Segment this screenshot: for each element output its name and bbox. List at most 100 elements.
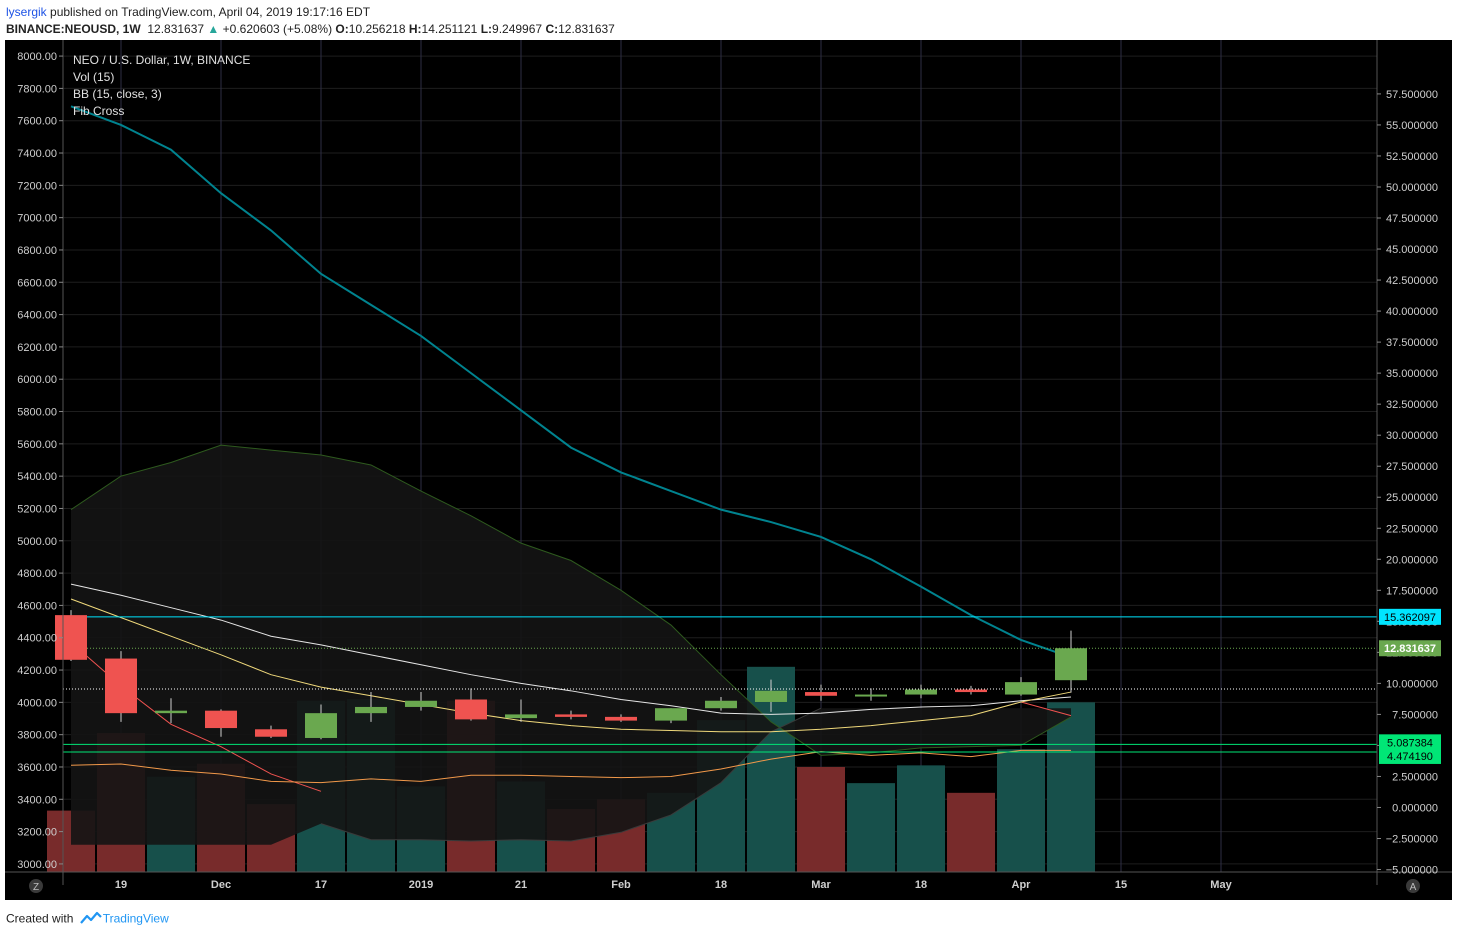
- left-axis-tick-label: 6400.00: [17, 310, 57, 322]
- candle-body: [605, 716, 637, 721]
- right-axis-tick-label: 25.000000: [1386, 492, 1438, 504]
- left-axis-tick-label: 6800.00: [17, 245, 57, 257]
- volume-bar: [947, 792, 995, 872]
- scale-badge-left[interactable]: Z: [29, 879, 43, 893]
- candle-body: [155, 710, 187, 714]
- right-axis-tick-label: 2.500000: [1392, 771, 1438, 783]
- tradingview-brand-link[interactable]: TradingView: [102, 911, 169, 926]
- candle-body: [355, 706, 387, 714]
- series-line-bb-upper: [70, 444, 1072, 756]
- legend-bb[interactable]: BB (15, close, 3): [73, 87, 162, 101]
- left-axis-tick-label: 3000.00: [17, 859, 57, 871]
- series-line-teal-ma: [70, 105, 1072, 659]
- candles-layer: [55, 610, 1087, 740]
- ohlc-header: BINANCE:NEOUSD, 1W 12.831637 ▲ +0.620603…: [6, 22, 615, 36]
- candle-body: [255, 729, 287, 737]
- right-axis-tick-label: 17.500000: [1386, 585, 1438, 597]
- candle-body: [405, 700, 437, 707]
- left-axis-tick-label: 6600.00: [17, 277, 57, 289]
- x-axis-label: May: [1210, 879, 1232, 891]
- candle-body: [455, 699, 487, 720]
- right-axis-tick-label: 50.000000: [1386, 182, 1438, 194]
- x-axis-label: Dec: [211, 879, 231, 891]
- right-axis-tick-label: 55.000000: [1386, 120, 1438, 132]
- left-axis-tick-label: 3400.00: [17, 794, 57, 806]
- left-axis-tick-label: 4000.00: [17, 697, 57, 709]
- candle-body: [1055, 648, 1087, 681]
- right-axis-tick-label: 0.000000: [1392, 802, 1438, 814]
- open-label: O:: [335, 22, 349, 36]
- x-axis-label: Feb: [611, 879, 631, 891]
- right-axis-tick-label: 30.000000: [1386, 430, 1438, 442]
- left-axis-tick-label: 5400.00: [17, 471, 57, 483]
- right-axis-tick-label: 7.500000: [1392, 709, 1438, 721]
- left-axis-tick-label: 6200.00: [17, 342, 57, 354]
- footer: Created with TradingView: [6, 911, 169, 928]
- left-axis-tick-label: 3800.00: [17, 730, 57, 742]
- high-value: 14.251121: [421, 22, 478, 36]
- price-level-badge-label: 4.474190: [1387, 751, 1433, 763]
- author-link[interactable]: lysergik: [6, 5, 47, 19]
- x-axis-label: 21: [515, 879, 527, 891]
- scale-badge-right-circle[interactable]: [1406, 879, 1420, 893]
- symbol-label: BINANCE:NEOUSD, 1W: [6, 22, 141, 36]
- left-axis-tick-label: 3200.00: [17, 827, 57, 839]
- candle-body: [755, 690, 787, 702]
- right-axis-tick-label: 47.500000: [1386, 213, 1438, 225]
- x-axis-label: 19: [115, 879, 127, 891]
- price-change: +0.620603 (+5.08%): [222, 22, 333, 36]
- left-axis-tick-label: 5800.00: [17, 407, 57, 419]
- x-axis-label: 15: [1115, 879, 1127, 891]
- volume-bar: [997, 749, 1045, 872]
- tradingview-logo-icon: [79, 911, 102, 928]
- series-line-white-ma: [70, 583, 1072, 715]
- close-value: 12.831637: [558, 22, 615, 36]
- left-axis-tick-label: 4200.00: [17, 665, 57, 677]
- left-axis-tick-label: 7200.00: [17, 180, 57, 192]
- last-price: 12.831637: [147, 22, 205, 36]
- left-axis-tick-label: 5600.00: [17, 439, 57, 451]
- scale-badge-right[interactable]: A: [1406, 879, 1420, 893]
- right-axis-tick-label: 27.500000: [1386, 461, 1438, 473]
- left-axis-tick-label: 7400.00: [17, 148, 57, 160]
- volume-bar: [797, 766, 845, 872]
- close-label: C:: [545, 22, 559, 36]
- price-chart[interactable]: 3000.00 3200.00 3400.00 3600.00 3800.00 4000.…: [5, 40, 1452, 900]
- candle-body: [105, 658, 137, 714]
- left-axis-tick-label: 4800.00: [17, 568, 57, 580]
- scale-badge-left-circle[interactable]: [29, 879, 43, 893]
- legend-vol[interactable]: Vol (15): [73, 70, 114, 84]
- right-axis-tick-label: 32.500000: [1386, 399, 1438, 411]
- scale-badge-left-label: Z: [33, 882, 39, 893]
- right-axis-tick-label: 20.000000: [1386, 554, 1438, 566]
- candle-body: [1005, 682, 1037, 695]
- candle-body: [655, 708, 687, 721]
- x-axis-label: 17: [315, 879, 327, 891]
- candle-body: [555, 714, 587, 717]
- x-axis-label: 18: [715, 879, 727, 891]
- left-axis-tick-label: 8000.00: [17, 51, 57, 63]
- left-axis-tick-label: 7800.00: [17, 83, 57, 95]
- left-axis-tick-label: 7000.00: [17, 213, 57, 225]
- price-level-badge-label: 12.831637: [1384, 643, 1436, 655]
- price-level-badge-label: 15.362097: [1384, 612, 1436, 624]
- left-axis-tick-label: 4600.00: [17, 600, 57, 612]
- left-axis-tick-label: 5000.00: [17, 536, 57, 548]
- price-level-badge: [1379, 747, 1441, 764]
- price-level-badge-label: 5.087384: [1387, 737, 1433, 749]
- right-axis-tick-label: 40.000000: [1386, 306, 1438, 318]
- right-axis-tick-label: 57.500000: [1386, 89, 1438, 101]
- right-axis-tick-label: 42.500000: [1386, 275, 1438, 287]
- scale-badge-right-label: A: [1410, 882, 1417, 893]
- left-axis-tick-label: 7600.00: [17, 116, 57, 128]
- candle-body: [855, 694, 887, 697]
- volume-bar: [847, 783, 895, 872]
- publication-info: published on TradingView.com, April 04, …: [50, 5, 371, 19]
- price-level-badge: [1379, 734, 1441, 751]
- right-axis-tick-label: −5.000000: [1386, 865, 1438, 877]
- low-label: L:: [480, 22, 493, 36]
- candle-body: [955, 689, 987, 693]
- candle-body: [505, 714, 537, 719]
- legend-fib-cross[interactable]: Fib Cross: [73, 104, 124, 118]
- volume-bar: [1047, 702, 1095, 872]
